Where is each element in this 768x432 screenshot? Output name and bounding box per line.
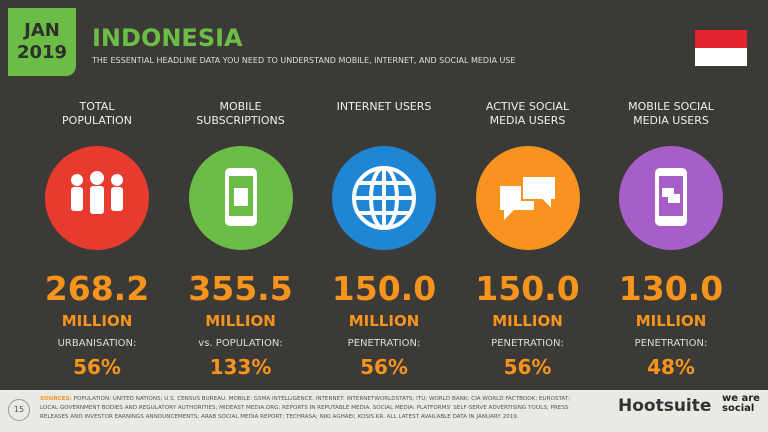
stat-unit: MILLION (205, 312, 276, 330)
stat-column: TOTAL POPULATION 268.2 MILLION URBANISATION… (32, 100, 162, 379)
stat-sub-label: PENETRATION: (634, 338, 708, 349)
stat-sub-label: URBANISATION: (57, 338, 137, 349)
stat-sub-value: 133% (209, 355, 272, 379)
stat-icon (332, 146, 436, 250)
flag (695, 30, 747, 66)
stat-unit: MILLION (635, 312, 707, 330)
stat-icon (475, 146, 580, 250)
icon (352, 166, 416, 230)
page-number: 15 (8, 399, 30, 421)
stat-value: 150.0 (331, 269, 437, 308)
stat-column: INTERNET USERS 150.0 MILLION PENETRATION: 56… (319, 100, 449, 379)
stat-icon (188, 146, 293, 250)
stat-sub-value: 48% (647, 355, 695, 379)
stat-icon (45, 146, 149, 250)
date-badge: JAN 2019 (8, 8, 76, 76)
stat-label: MOBILE SUBSCRIPTIONS (196, 100, 285, 127)
partner: we are social (722, 393, 760, 414)
year: 2019 (16, 42, 68, 63)
stat-value: 130.0 (618, 269, 724, 308)
sources-label: SOURCES: (40, 396, 72, 402)
stat-column: ACTIVE SOCIAL MEDIA USERS 150.0 MILLION PEN… (463, 100, 593, 379)
stat-label: ACTIVE SOCIAL MEDIA USERS (485, 100, 570, 127)
icon (224, 168, 257, 226)
stat-label: INTERNET USERS (336, 100, 432, 113)
stat-sub-value: 56% (73, 355, 121, 379)
stat-sub-label: PENETRATION: (347, 338, 421, 349)
stat-unit: MILLION (61, 312, 133, 330)
stat-label: TOTAL POPULATION (62, 100, 132, 127)
stat-label: MOBILE SOCIAL MEDIA USERS (628, 100, 714, 127)
stat-sub-label: vs. POPULATION: (198, 338, 283, 349)
stat-value: 150.0 (475, 269, 580, 308)
stat-sub-value: 56% (360, 355, 408, 379)
icon (499, 175, 557, 220)
stat-sub-value: 56% (503, 355, 552, 379)
stat-unit: MILLION (492, 312, 563, 330)
stat-value: 268.2 (44, 269, 150, 308)
icon (71, 171, 123, 214)
stat-sub-label: PENETRATION: (491, 338, 564, 349)
footer (0, 390, 768, 432)
stat-value: 355.5 (188, 269, 293, 308)
month: JAN (24, 20, 60, 41)
stat-unit: MILLION (348, 312, 420, 330)
icon (655, 168, 687, 226)
stat-column: MOBILE SOCIAL MEDIA USERS 130.0 MILLION PEN… (606, 100, 736, 379)
sources-text: POPULATION: UNITED NATIONS; U.S. CENSUS … (40, 396, 571, 420)
stat-icon (619, 146, 723, 250)
subtitle: THE ESSENTIAL HEADLINE DATA YOU NEED TO … (92, 56, 516, 65)
stat-column: MOBILE SUBSCRIPTIONS 355.5 MILLION vs. POPU… (176, 100, 306, 379)
brand: Hootsuite (618, 396, 712, 416)
sources: SOURCES: POPULATION: UNITED NATIONS; U.S… (40, 395, 580, 422)
title: INDONESIA (92, 24, 243, 52)
